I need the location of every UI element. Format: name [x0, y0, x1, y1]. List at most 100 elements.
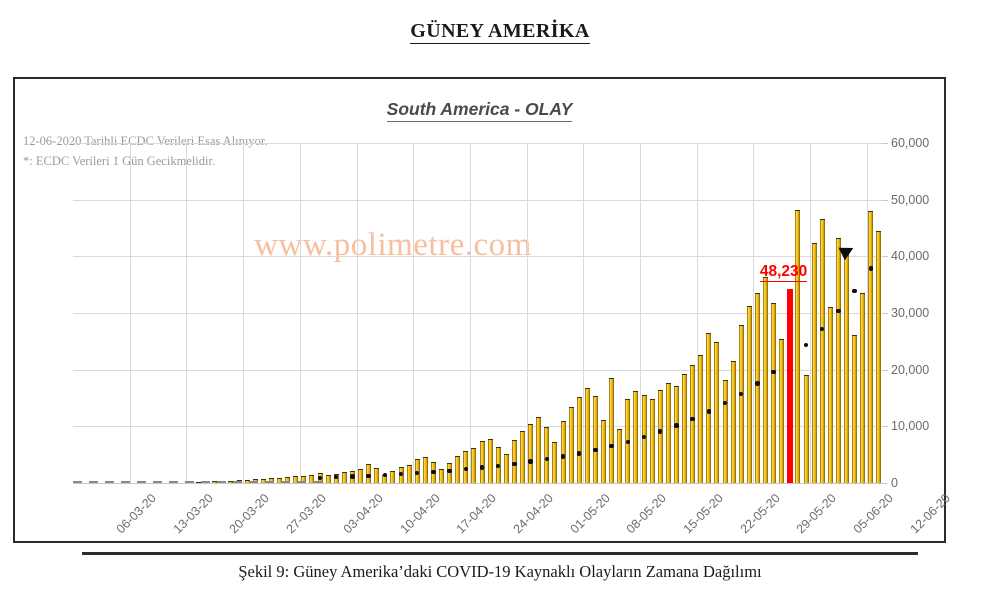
bar[interactable]: [503, 453, 509, 483]
bar[interactable]: [374, 468, 380, 483]
bar[interactable]: [390, 471, 396, 483]
bar[interactable]: [649, 398, 655, 483]
y-axis-tickmark: [883, 313, 888, 314]
trendline-dot: [820, 326, 825, 331]
y-axis-tick-label: 10,000: [891, 419, 930, 434]
highlight-value-label: 48,230: [759, 263, 808, 283]
trendline-dot: [593, 447, 598, 453]
page-title: GÜNEY AMERİKA: [0, 20, 1000, 44]
bar[interactable]: [293, 476, 299, 483]
gridline-horizontal: [73, 143, 883, 144]
bar[interactable]: [779, 339, 785, 483]
y-axis-tickmark: [883, 483, 888, 484]
chart-frame: South America - OLAY 12-06-2020 Tarihli …: [13, 77, 953, 543]
bar[interactable]: [544, 427, 550, 483]
bar[interactable]: [268, 478, 274, 483]
gridline-vertical: [299, 143, 301, 483]
y-axis-tick-label: 40,000: [891, 249, 930, 264]
bar[interactable]: [455, 455, 461, 483]
bar[interactable]: [811, 242, 817, 483]
bar[interactable]: [285, 477, 291, 483]
bar[interactable]: [795, 209, 801, 483]
bar[interactable]: [698, 354, 704, 483]
bar[interactable]: [422, 456, 428, 483]
x-axis-tick-label: 29-05-20: [794, 491, 840, 537]
bar[interactable]: [406, 464, 412, 483]
trendline-dot: [609, 443, 614, 449]
gridline-vertical: [810, 143, 812, 483]
bar[interactable]: [576, 396, 582, 483]
trendline-dot: [366, 473, 371, 479]
bar[interactable]: [309, 474, 315, 483]
bar[interactable]: [657, 390, 663, 483]
trendline-dot: [722, 401, 728, 406]
bar[interactable]: [673, 385, 679, 483]
gridline-horizontal: [73, 313, 883, 314]
bar[interactable]: [552, 442, 558, 483]
bar[interactable]: [520, 430, 526, 483]
watermark: www.polimetre.com: [254, 227, 532, 263]
bar[interactable]: [341, 471, 347, 483]
bar[interactable]: [827, 307, 833, 483]
bar[interactable]: [244, 479, 250, 483]
gridline-vertical: [526, 143, 528, 483]
bar[interactable]: [714, 342, 720, 483]
bar[interactable]: [690, 365, 696, 483]
bar[interactable]: [260, 478, 266, 483]
bar[interactable]: [819, 218, 825, 483]
bar[interactable]: [584, 387, 590, 483]
bar[interactable]: [528, 424, 534, 483]
bar[interactable]: [487, 438, 493, 483]
bar[interactable]: [706, 333, 712, 483]
bar[interactable]: [803, 375, 809, 483]
trendline-dot: [852, 288, 857, 293]
bar[interactable]: [511, 439, 517, 483]
bar[interactable]: [479, 441, 485, 483]
bar[interactable]: [366, 464, 372, 483]
y-axis-tick-label: 0: [891, 476, 898, 490]
bar[interactable]: [868, 211, 874, 483]
x-axis-tick-label: 06-03-20: [113, 491, 159, 537]
bar[interactable]: [325, 475, 331, 483]
bar[interactable]: [212, 481, 218, 483]
gridline-vertical: [356, 143, 358, 483]
trendline-dot: [739, 391, 744, 397]
bar[interactable]: [196, 481, 202, 483]
trendline-dot: [415, 470, 420, 476]
bar[interactable]: [536, 417, 542, 483]
bar[interactable]: [722, 379, 728, 483]
bar[interactable]: [617, 428, 623, 483]
bar[interactable]: [633, 391, 639, 483]
bar[interactable]: [471, 447, 477, 483]
bar[interactable]: [358, 469, 364, 483]
trendline-dot: [512, 461, 517, 467]
bar[interactable]: [746, 306, 752, 483]
bar[interactable]: [860, 292, 866, 483]
bar[interactable]: [301, 475, 307, 483]
bar[interactable]: [754, 292, 760, 483]
bar[interactable]: [601, 419, 607, 483]
bar[interactable]: [439, 468, 445, 483]
bar[interactable]: [228, 480, 234, 483]
page-title-text: GÜNEY AMERİKA: [410, 20, 590, 44]
bar[interactable]: [568, 407, 574, 483]
trendline-dash: [265, 481, 274, 484]
bar[interactable]: [852, 334, 858, 483]
bar[interactable]: [560, 421, 566, 483]
bar[interactable]: [665, 383, 671, 483]
bar[interactable]: [835, 238, 841, 483]
bar[interactable]: [876, 231, 882, 483]
highlighted-bar[interactable]: [786, 289, 793, 483]
note-line-1: 12-06-2020 Tarihli ECDC Verileri Esas Al…: [23, 134, 268, 148]
bar[interactable]: [730, 360, 736, 483]
bar[interactable]: [763, 276, 769, 483]
bar[interactable]: [592, 395, 598, 483]
bar[interactable]: [682, 374, 688, 483]
trendline-dash: [233, 481, 242, 484]
bar[interactable]: [609, 378, 615, 483]
bar[interactable]: [844, 252, 850, 483]
bar[interactable]: [277, 477, 283, 483]
bar[interactable]: [738, 325, 744, 483]
trendline-dot: [690, 416, 695, 422]
bar[interactable]: [771, 302, 777, 483]
